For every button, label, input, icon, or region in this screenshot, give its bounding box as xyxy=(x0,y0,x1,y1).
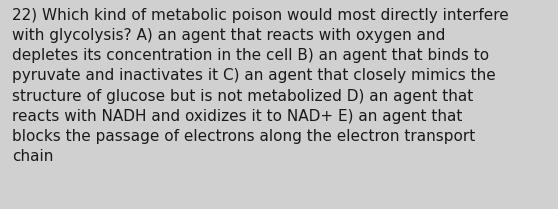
Text: 22) Which kind of metabolic poison would most directly interfere
with glycolysis: 22) Which kind of metabolic poison would… xyxy=(12,8,509,164)
